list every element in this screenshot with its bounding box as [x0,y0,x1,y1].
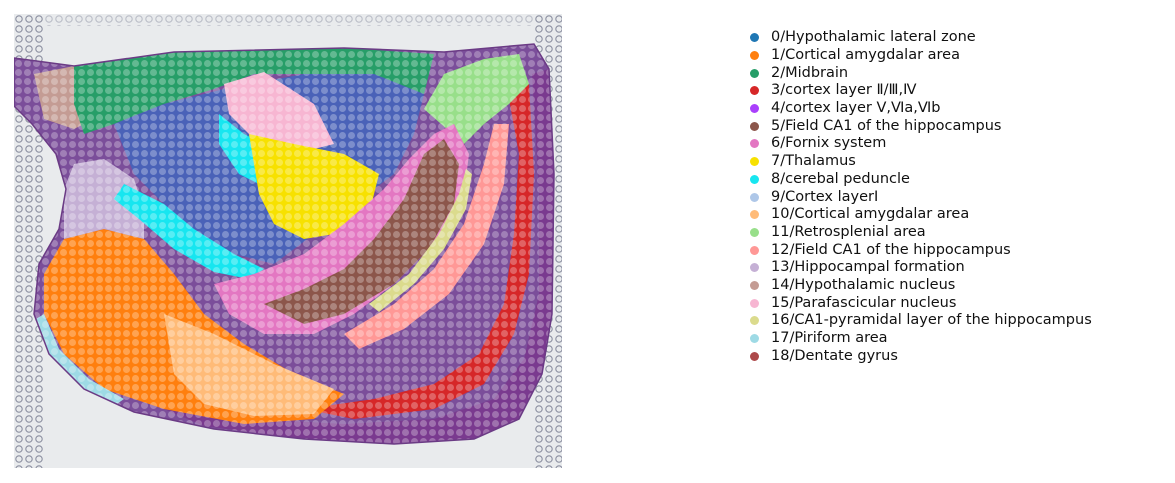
legend-label: 1/Cortical amygdalar area [771,47,960,64]
legend-item: 9/Cortex layerⅠ [750,188,1092,206]
legend-item: 8/cerebal peduncle [750,171,1092,189]
legend-marker [750,316,759,326]
legend-label: 16/CA1-pyramidal layer of the hippocampu… [771,312,1092,329]
legend-label: 15/Parafascicular nucleus [771,294,957,311]
legend-marker [750,157,759,167]
legend-marker [750,51,759,61]
legend-marker [750,298,759,308]
legend-item: 0/Hypothalamic lateral zone [750,29,1092,47]
tissue-outline [14,43,555,445]
legend-item: 10/Cortical amygdalar area [750,206,1092,224]
legend-marker [750,334,759,344]
legend-item: 12/Field CA1 of the hippocampus [750,241,1092,259]
legend-item: 1/Cortical amygdalar area [750,47,1092,65]
legend-item: 13/Hippocampal formation [750,259,1092,277]
legend-label: 0/Hypothalamic lateral zone [771,29,976,46]
legend-marker [750,210,759,220]
spot-grid-overlay [14,44,554,444]
legend-label: 18/Dentate gyrus [771,347,898,364]
legend-marker [750,33,759,43]
legend-marker [750,192,759,202]
legend-item: 17/Piriform area [750,330,1092,348]
cluster-legend: 0/Hypothalamic lateral zone 1/Cortical am… [750,29,1092,365]
legend-marker [750,174,759,184]
legend-label: 14/Hypothalamic nucleus [771,276,956,293]
legend-label: 6/Fornix system [771,135,887,152]
legend-marker [750,139,759,149]
legend-label: 4/cortex layer Ⅴ,Ⅵa,Ⅵb [771,100,941,117]
legend-label: 13/Hippocampal formation [771,259,965,276]
legend-marker [750,86,759,96]
legend-marker [750,104,759,114]
legend-marker [750,351,759,361]
legend-marker [750,227,759,237]
legend-label: 17/Piriform area [771,330,888,347]
fiducial-row-top [44,14,534,26]
legend-item: 16/CA1-pyramidal layer of the hippocampu… [750,312,1092,330]
legend-item: 2/Midbrain [750,64,1092,82]
legend-label: 10/Cortical amygdalar area [771,206,970,223]
tissue-spot-plot [14,14,562,468]
legend-label: 8/cerebal peduncle [771,170,910,187]
legend-marker [750,68,759,78]
legend-marker [750,280,759,290]
legend-label: 12/Field CA1 of the hippocampus [771,241,1011,258]
legend-item: 14/Hypothalamic nucleus [750,277,1092,295]
legend-item: 5/Field CA1 of the hippocampus [750,117,1092,135]
legend-label: 7/Thalamus [771,153,856,170]
legend-item: 3/cortex layer Ⅱ/Ⅲ,Ⅳ [750,82,1092,100]
legend-marker [750,263,759,273]
legend-label: 11/Retrosplenial area [771,223,926,240]
legend-item: 7/Thalamus [750,153,1092,171]
legend-item: 15/Parafascicular nucleus [750,294,1092,312]
legend-item: 4/cortex layer Ⅴ,Ⅵa,Ⅵb [750,100,1092,118]
legend-item: 6/Fornix system [750,135,1092,153]
legend-label: 9/Cortex layerⅠ [771,188,879,205]
legend-marker [750,121,759,131]
legend-item: 18/Dentate gyrus [750,347,1092,365]
legend-label: 2/Midbrain [771,64,849,81]
legend-marker [750,245,759,255]
legend-item: 11/Retrosplenial area [750,224,1092,242]
legend-label: 5/Field CA1 of the hippocampus [771,117,1002,134]
legend-label: 3/cortex layer Ⅱ/Ⅲ,Ⅳ [771,82,917,99]
